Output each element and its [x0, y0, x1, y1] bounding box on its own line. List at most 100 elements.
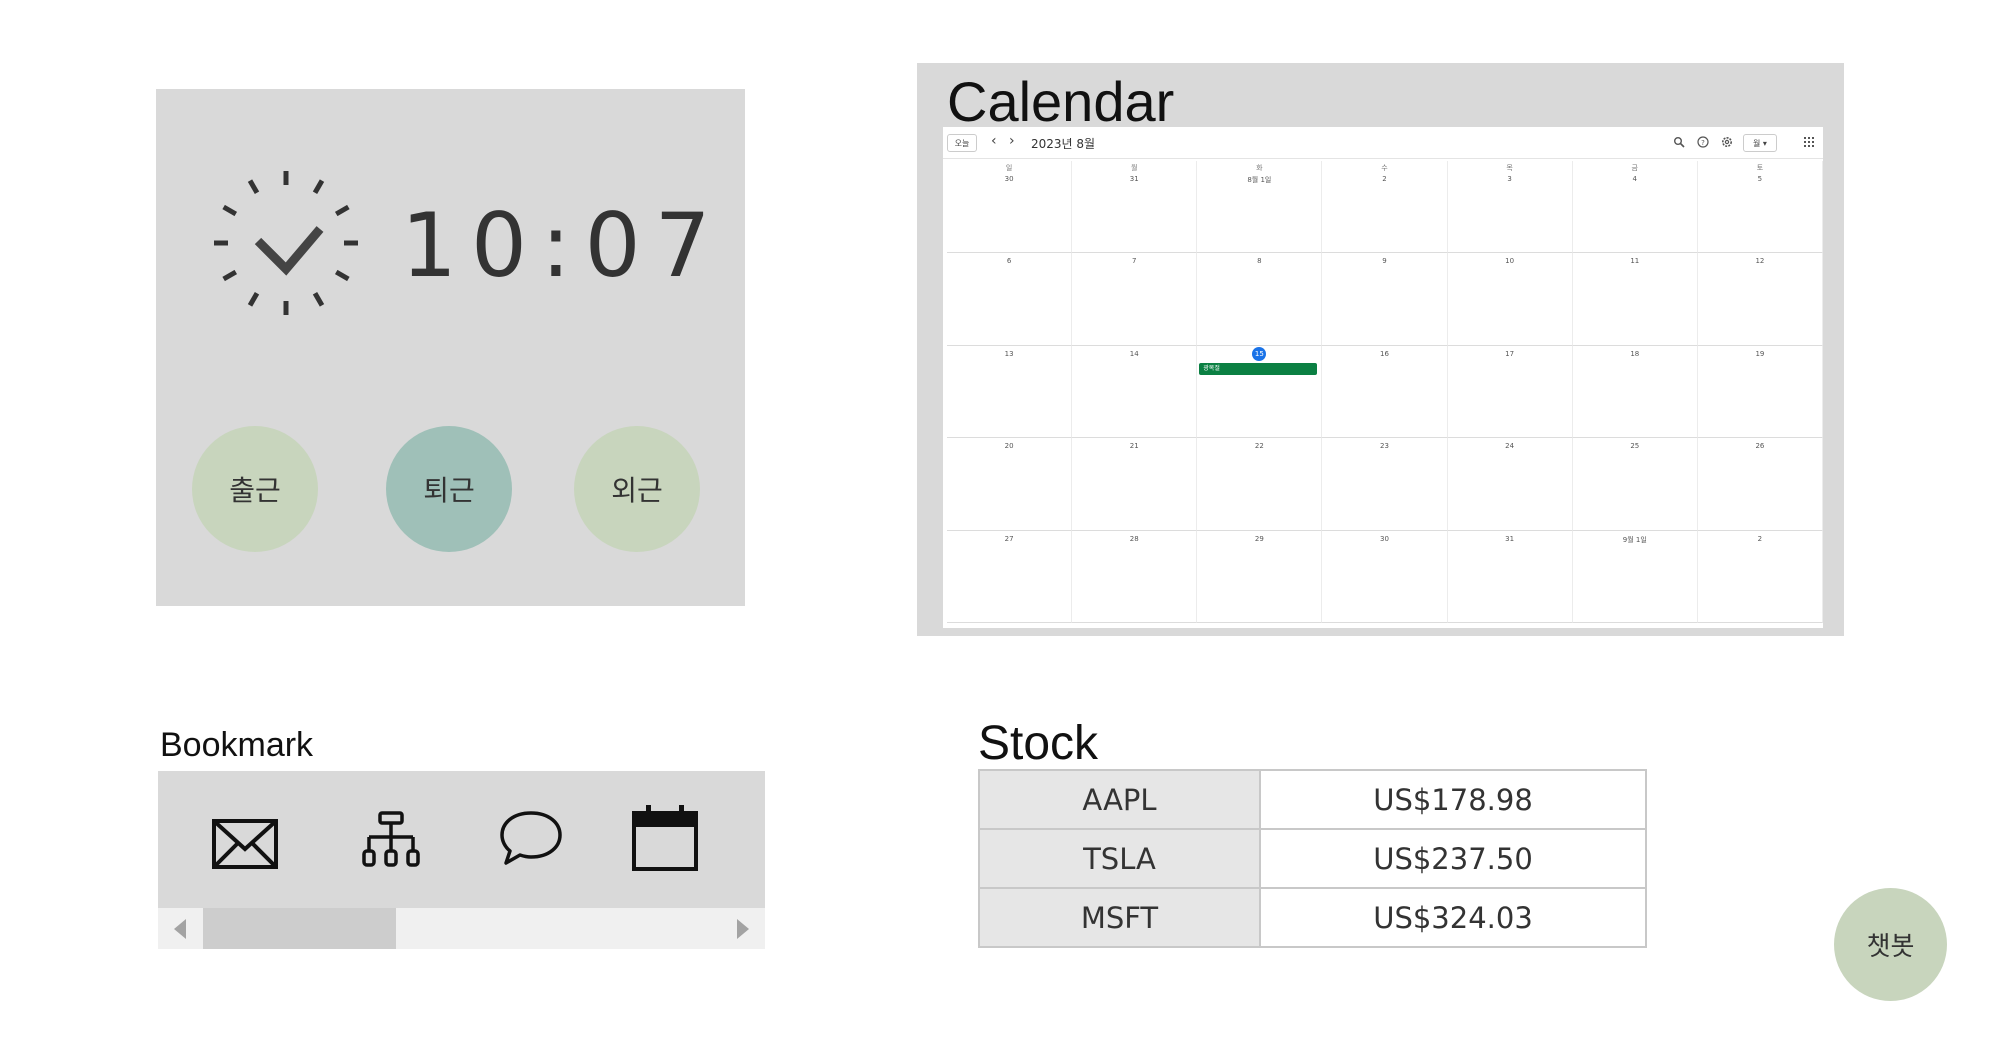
calendar-day-cell[interactable]: 27: [947, 530, 1073, 623]
day-number: 29: [1254, 534, 1264, 543]
gear-icon[interactable]: [1721, 136, 1733, 148]
calendar-day-cell[interactable]: 25: [1572, 438, 1698, 531]
calendar-day-cell[interactable]: 29: [1197, 530, 1323, 623]
chatbot-button[interactable]: 챗봇: [1834, 888, 1947, 1001]
calendar-day-cell[interactable]: 2: [1697, 530, 1823, 623]
calendar-day-cell[interactable]: 24: [1447, 438, 1573, 531]
day-number: 5: [1757, 175, 1763, 183]
weekday-label: 일: [1005, 164, 1013, 172]
calendar-day-cell[interactable]: 26: [1697, 438, 1823, 531]
help-icon[interactable]: ?: [1697, 136, 1709, 148]
weekday-label: 목: [1506, 164, 1513, 172]
calendar-day-cell[interactable]: 일 30: [947, 161, 1073, 254]
day-number: 6: [1006, 257, 1012, 266]
calendar-day-cell[interactable]: 28: [1072, 530, 1198, 623]
stock-price: US$178.98: [1259, 769, 1647, 830]
mail-icon[interactable]: [210, 809, 280, 879]
day-number: 27: [1004, 534, 1014, 543]
calendar-day-cell[interactable]: 14: [1072, 345, 1198, 439]
stock-symbol: MSFT: [978, 887, 1261, 948]
day-number: 12: [1755, 257, 1765, 266]
calendar-view[interactable]: 오늘 ‹ › 2023년 8월 ? 월 ▾ 일 30 월 31 화 8월 1일 수 2 목 3 금 4…: [943, 127, 1823, 628]
day-number: 25: [1630, 442, 1640, 451]
day-number: 10: [1505, 257, 1515, 266]
field-work-button[interactable]: 외근: [574, 426, 700, 552]
day-number: 8: [1257, 257, 1262, 266]
calendar-event[interactable]: 광복절: [1199, 362, 1318, 375]
day-number: 31: [1129, 175, 1139, 183]
day-number: 14: [1129, 349, 1139, 358]
calendar-day-cell[interactable]: 8: [1197, 253, 1323, 346]
calendar-day-cell[interactable]: 11: [1572, 253, 1698, 346]
apps-grid-icon[interactable]: [1803, 136, 1815, 148]
view-select[interactable]: 월 ▾: [1743, 134, 1777, 152]
day-number: 4: [1632, 175, 1637, 183]
calendar-day-cell[interactable]: 17: [1447, 345, 1573, 439]
calendar-day-cell[interactable]: 20: [947, 438, 1073, 531]
day-number: 30: [1380, 534, 1389, 543]
calendar-day-cell[interactable]: 15 광복절: [1197, 345, 1323, 439]
calendar-widget: Calendar 오늘 ‹ › 2023년 8월 ? 월 ▾ 일 30 월 31 화 8월…: [917, 63, 1844, 636]
calendar-day-cell[interactable]: 9월 1일: [1572, 530, 1698, 623]
calendar-day-cell[interactable]: 화 8월 1일: [1197, 161, 1323, 254]
today-button[interactable]: 오늘: [947, 134, 977, 152]
calendar-day-cell[interactable]: 22: [1197, 438, 1323, 531]
day-number: 23: [1380, 442, 1389, 451]
table-row: MSFT US$324.03: [978, 887, 1647, 948]
calendar-title: Calendar: [947, 70, 1175, 133]
day-number: 20: [1004, 442, 1014, 451]
clock-widget: 10:07 출근 퇴근 외근: [156, 89, 745, 606]
today-date-badge[interactable]: 15: [1252, 346, 1267, 361]
calendar-day-cell[interactable]: 31: [1447, 530, 1573, 623]
scroll-left-button[interactable]: [158, 908, 202, 949]
calendar-day-cell[interactable]: 23: [1322, 438, 1448, 531]
day-number: 13: [1004, 349, 1014, 358]
sitemap-icon[interactable]: [356, 809, 426, 879]
calendar-day-cell[interactable]: 10: [1447, 253, 1573, 346]
calendar-day-cell[interactable]: 6: [947, 253, 1073, 346]
calendar-day-cell[interactable]: 월 31: [1072, 161, 1198, 254]
triangle-left-icon: [174, 918, 186, 939]
weekday-label: 금: [1631, 164, 1638, 172]
bookmark-scrollbar[interactable]: [158, 908, 765, 949]
calendar-day-cell[interactable]: 19: [1697, 345, 1823, 439]
weekday-label: 수: [1381, 164, 1388, 172]
calendar-day-cell[interactable]: 13: [947, 345, 1073, 439]
weekday-label: 토: [1756, 164, 1764, 172]
calendar-icon[interactable]: [630, 803, 700, 873]
prev-month-button[interactable]: ‹: [991, 133, 997, 149]
day-number: 22: [1254, 442, 1264, 451]
day-number: 2: [1757, 534, 1763, 543]
calendar-day-cell[interactable]: 16: [1322, 345, 1448, 439]
scroll-right-button[interactable]: [721, 908, 765, 949]
day-number: 24: [1505, 442, 1515, 451]
calendar-day-cell[interactable]: 30: [1322, 530, 1448, 623]
calendar-month-label: 2023년 8월: [1031, 137, 1096, 151]
check-out-button[interactable]: 퇴근: [386, 426, 512, 552]
day-number: 2: [1382, 175, 1387, 183]
calendar-day-cell[interactable]: 21: [1072, 438, 1198, 531]
day-number: 18: [1630, 349, 1640, 358]
chat-icon[interactable]: [496, 805, 566, 875]
calendar-day-cell[interactable]: 12: [1697, 253, 1823, 346]
check-in-button[interactable]: 출근: [192, 426, 318, 552]
day-number: 16: [1380, 349, 1389, 358]
next-month-button[interactable]: ›: [1009, 133, 1015, 149]
day-number: 3: [1507, 175, 1512, 183]
day-number: 8월 1일: [1247, 176, 1272, 184]
bookmark-widget: [158, 771, 765, 949]
calendar-day-cell[interactable]: 9: [1322, 253, 1448, 346]
calendar-day-cell[interactable]: 7: [1072, 253, 1198, 346]
calendar-day-cell[interactable]: 18: [1572, 345, 1698, 439]
scroll-thumb[interactable]: [203, 908, 396, 949]
day-number: 11: [1630, 257, 1640, 266]
clock-icon: [214, 171, 358, 315]
search-icon[interactable]: [1673, 136, 1685, 148]
table-row: AAPL US$178.98: [978, 769, 1647, 830]
day-number: 9월 1일: [1622, 535, 1647, 544]
weekday-label: 월: [1130, 164, 1138, 172]
